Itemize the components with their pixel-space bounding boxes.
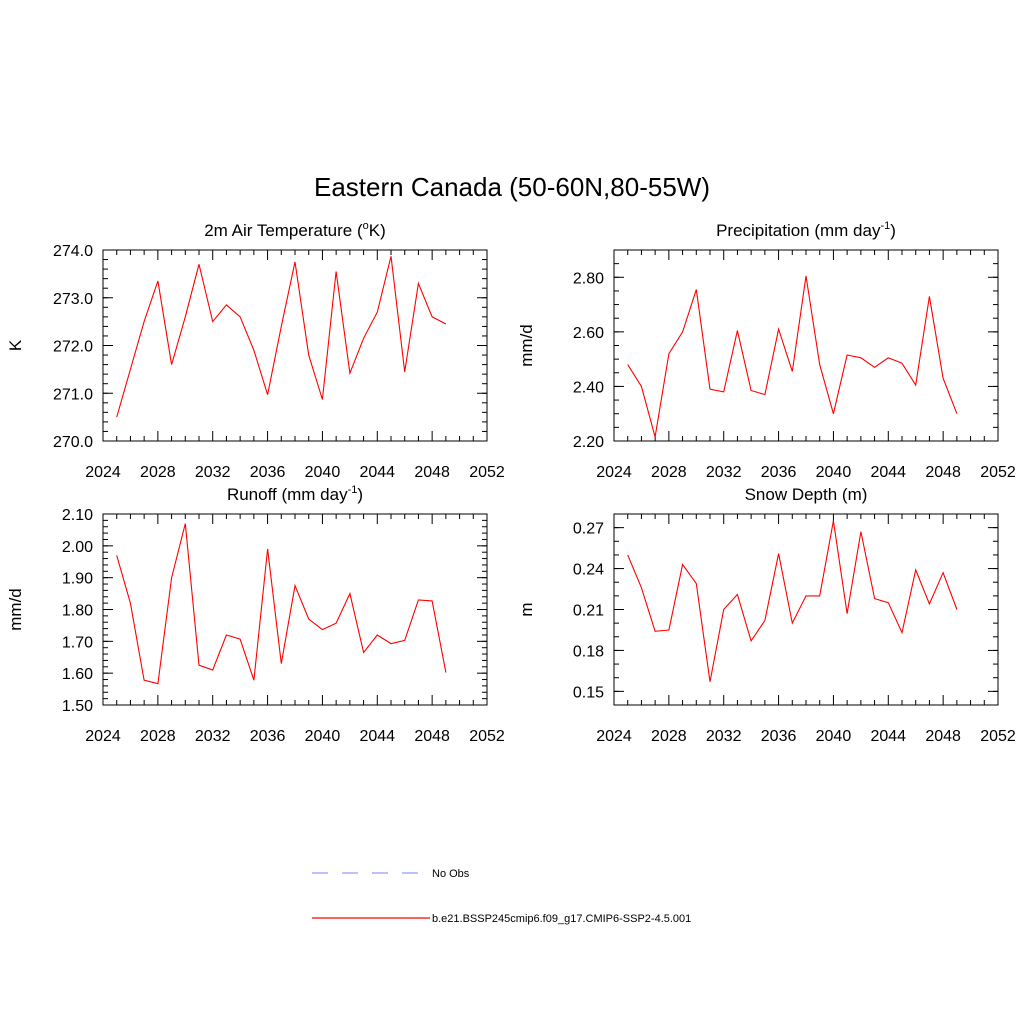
- x-tick-label: 2044: [870, 464, 906, 481]
- x-tick-label: 2044: [359, 728, 395, 745]
- y-tick-label: 0.24: [573, 562, 604, 579]
- legend-obs-label: No Obs: [432, 868, 470, 880]
- x-tick-label: 2032: [706, 728, 742, 745]
- x-tick-label: 2036: [761, 464, 797, 481]
- x-tick-label: 2028: [140, 728, 176, 745]
- x-tick-label: 2044: [359, 464, 395, 481]
- panels: 2m Air Temperature (oK) K 2024 2028 2032 2036…: [6, 220, 1016, 745]
- legend: No Obs b.e21.BSSP245cmip6.f09_g17.CMIP6-…: [312, 868, 691, 925]
- x-tick-label: 2032: [706, 464, 742, 481]
- x-tick-label: 2024: [85, 464, 121, 481]
- x-tick-label: 2040: [816, 728, 852, 745]
- x-tick-label: 2040: [305, 464, 341, 481]
- y-tick-label: 1.90: [62, 571, 93, 588]
- figure-title: Eastern Canada (50-60N,80-55W): [314, 172, 710, 202]
- x-tick-label: 2040: [816, 464, 852, 481]
- x-tick-label: 2040: [305, 728, 341, 745]
- y-tick-label: 270.0: [53, 434, 93, 451]
- y-axis-label: mm/d: [6, 588, 25, 631]
- x-tick-label: 2024: [85, 728, 121, 745]
- y-tick-label: 1.60: [62, 666, 93, 683]
- y-tick-label: 1.50: [62, 698, 93, 715]
- plot-frame: [102, 249, 488, 442]
- legend-model-label: b.e21.BSSP245cmip6.f09_g17.CMIP6-SSP2-4.…: [432, 913, 691, 925]
- y-tick-label: 2.60: [573, 325, 604, 342]
- x-tick-label: 2048: [414, 728, 450, 745]
- panel-title: 2m Air Temperature (oK): [204, 220, 386, 240]
- y-tick-label: 0.21: [573, 603, 604, 620]
- y-tick-label: 274.0: [53, 243, 93, 260]
- x-tick-label: 2036: [250, 728, 286, 745]
- y-tick-label: 2.00: [62, 539, 93, 556]
- chart-panel: 2m Air Temperature (oK) K 2024 2028 2032 2036…: [6, 220, 505, 481]
- x-tick-label: 2048: [925, 728, 961, 745]
- y-tick-label: 2.80: [573, 270, 604, 287]
- panel-title: Runoff (mm day-1): [227, 484, 363, 504]
- y-tick-label: 2.20: [573, 434, 604, 451]
- y-tick-label: 272.0: [53, 339, 93, 356]
- y-axis-label: mm/d: [517, 324, 536, 367]
- x-tick-label: 2052: [980, 728, 1016, 745]
- panel-title: Snow Depth (m): [745, 485, 868, 504]
- y-tick-label: 273.0: [53, 291, 93, 308]
- x-tick-label: 2044: [870, 728, 906, 745]
- y-tick-label: 1.70: [62, 634, 93, 651]
- y-tick-label: 0.15: [573, 684, 604, 701]
- x-tick-label: 2048: [414, 464, 450, 481]
- series-line: [116, 256, 447, 418]
- x-tick-label: 2036: [761, 728, 797, 745]
- x-tick-label: 2052: [980, 464, 1016, 481]
- y-tick-label: 0.18: [573, 643, 604, 660]
- y-axis-label: K: [6, 339, 25, 351]
- series-line: [627, 520, 958, 682]
- series-line: [627, 275, 958, 438]
- y-tick-label: 1.80: [62, 603, 93, 620]
- plot-frame: [613, 513, 999, 706]
- y-axis-label: m: [517, 602, 536, 616]
- panel-title: Precipitation (mm day-1): [716, 220, 896, 240]
- y-tick-label: 2.40: [573, 379, 604, 396]
- x-tick-label: 2048: [925, 464, 961, 481]
- x-tick-label: 2032: [195, 464, 231, 481]
- x-tick-label: 2024: [596, 728, 632, 745]
- x-tick-label: 2052: [469, 728, 505, 745]
- x-tick-label: 2028: [651, 464, 687, 481]
- chart-panel: Precipitation (mm day-1) mm/d 2024 2028 2032…: [517, 220, 1016, 481]
- chart-panel: Runoff (mm day-1) mm/d 2024 2028 2032 2036 204…: [6, 484, 505, 745]
- x-tick-label: 2024: [596, 464, 632, 481]
- x-tick-label: 2028: [140, 464, 176, 481]
- y-tick-label: 0.27: [573, 521, 604, 538]
- x-tick-label: 2052: [469, 464, 505, 481]
- x-tick-label: 2036: [250, 464, 286, 481]
- x-tick-label: 2032: [195, 728, 231, 745]
- y-tick-label: 271.0: [53, 386, 93, 403]
- x-tick-label: 2028: [651, 728, 687, 745]
- y-tick-label: 2.10: [62, 507, 93, 524]
- chart-panel: Snow Depth (m) m 2024 2028 2032 2036 2040 2044 2…: [517, 485, 1016, 745]
- plot-frame: [102, 513, 488, 706]
- series-line: [116, 523, 447, 685]
